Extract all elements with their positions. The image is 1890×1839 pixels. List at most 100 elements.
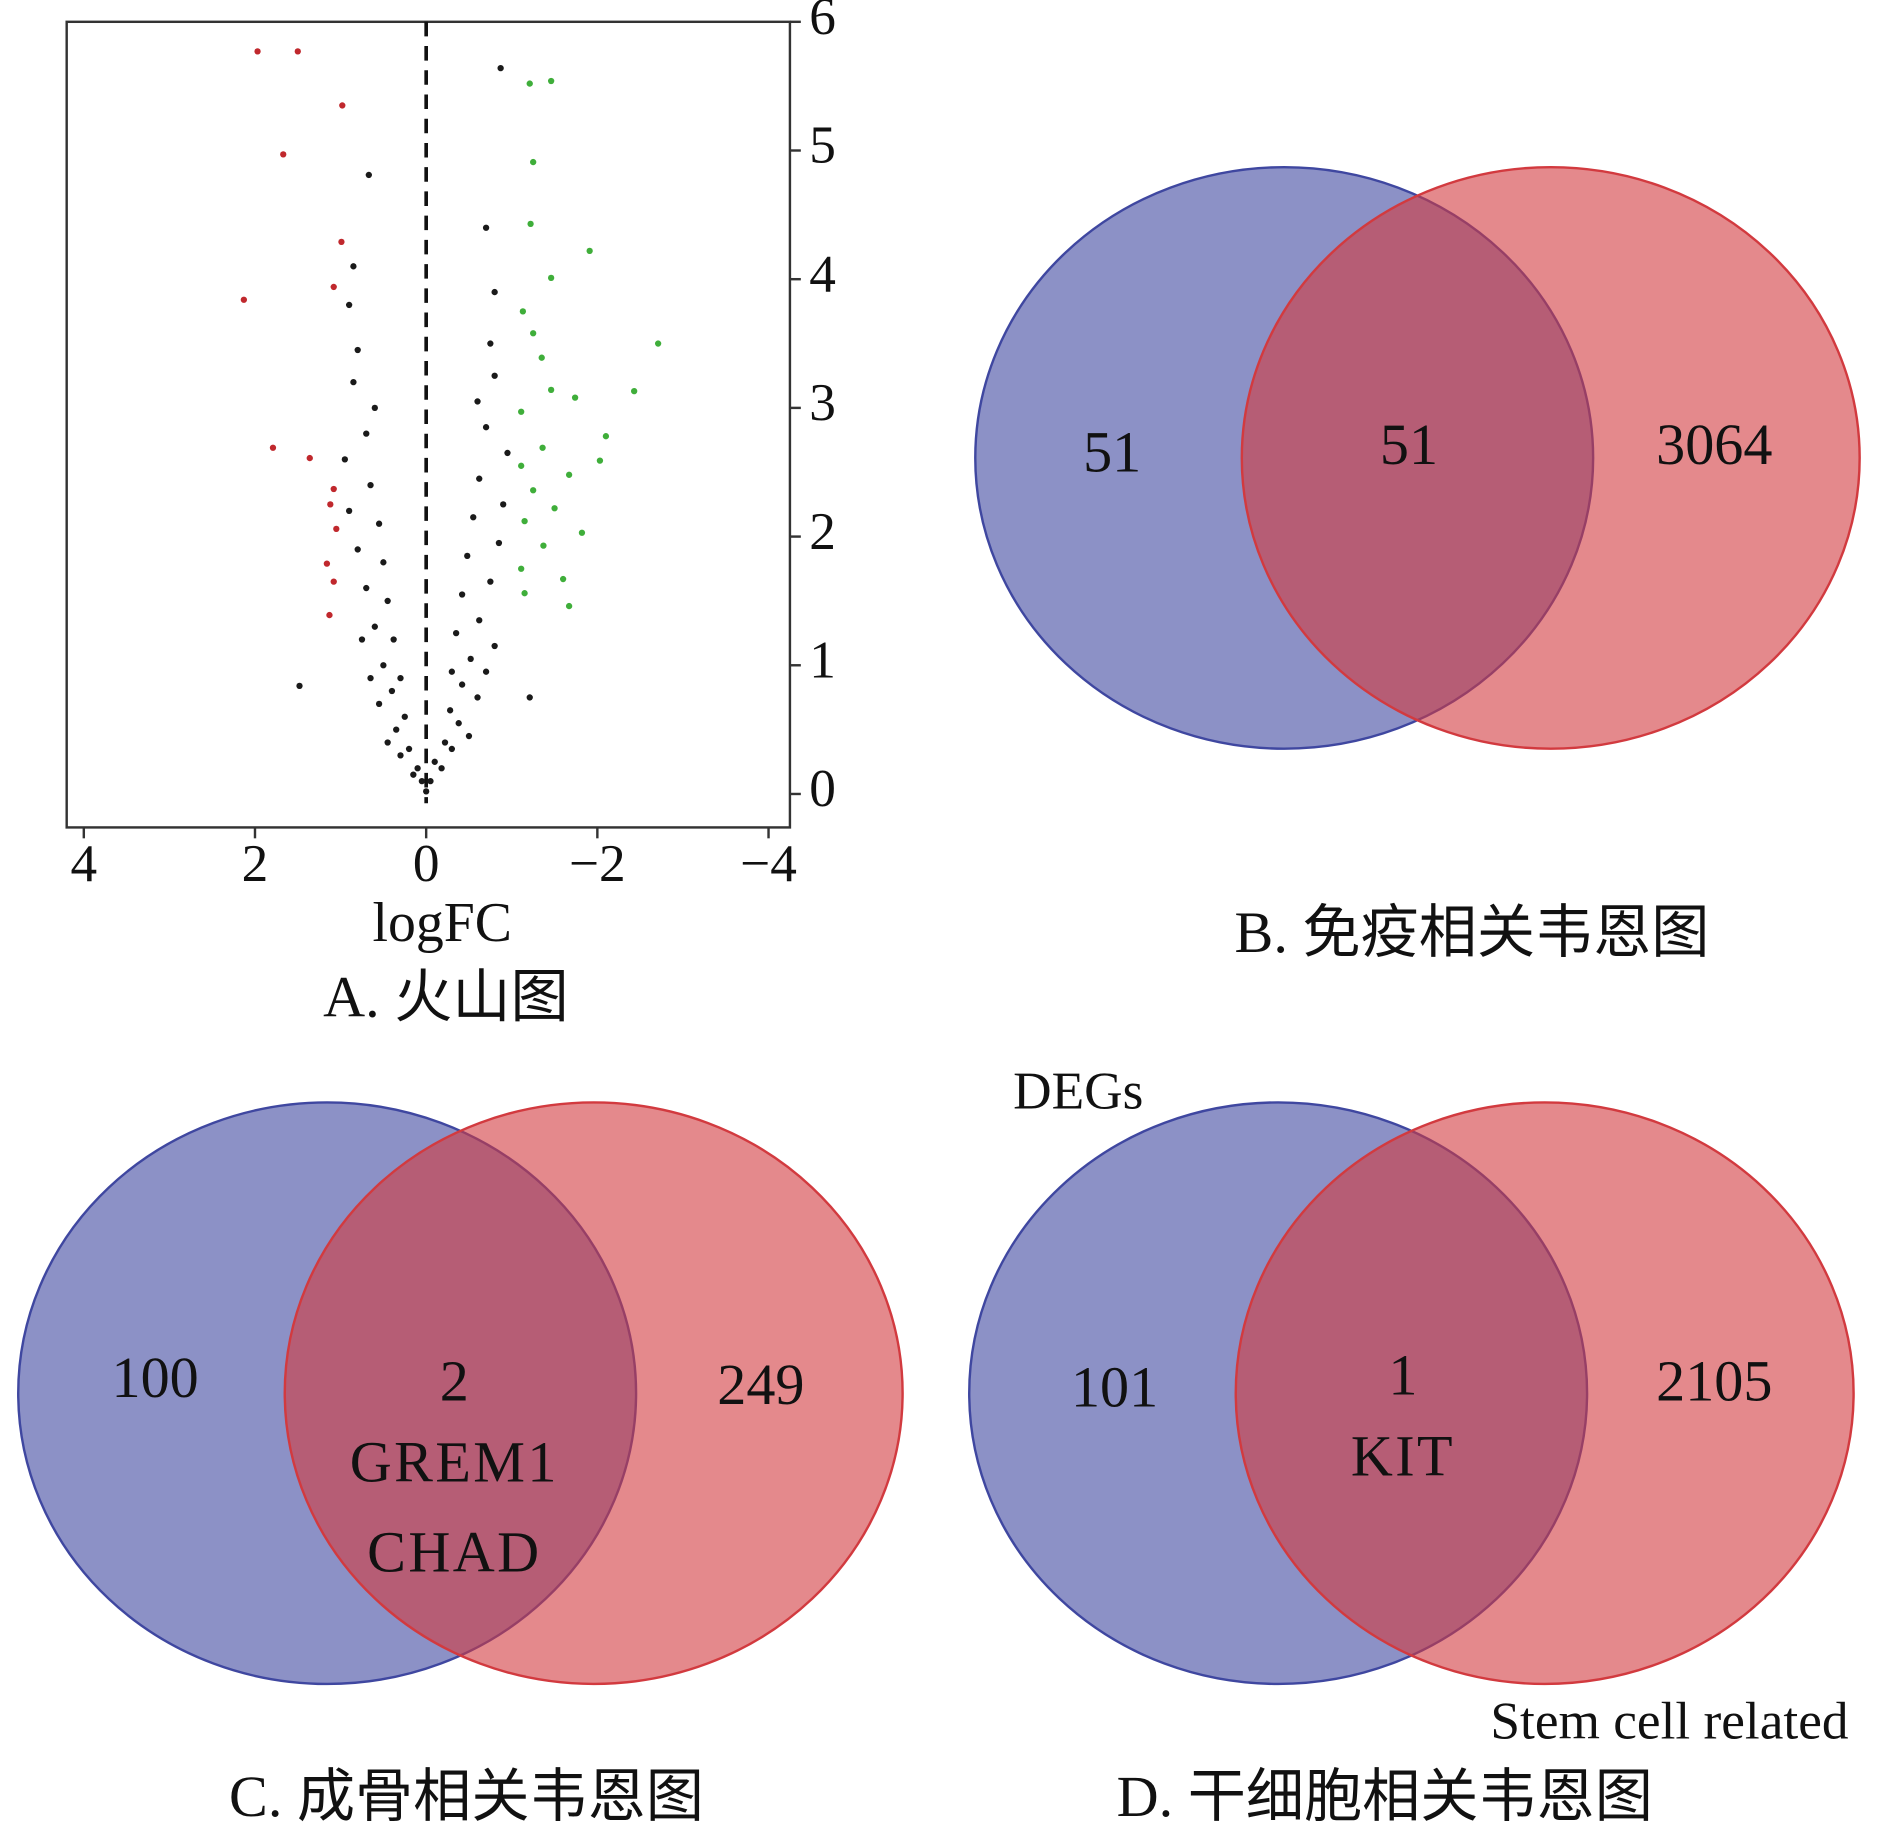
point — [375, 700, 383, 708]
y-tick-label: 1 — [809, 631, 836, 690]
point — [427, 777, 434, 785]
point — [487, 340, 494, 347]
point — [578, 529, 586, 536]
set-label: DEGs — [1013, 1062, 1143, 1121]
point — [464, 552, 471, 560]
region-count: 2 — [440, 1348, 469, 1413]
point — [254, 48, 261, 55]
point — [526, 694, 533, 701]
set-label: Stem cell related — [1490, 1692, 1848, 1751]
x-tick-label: −4 — [740, 834, 797, 893]
point — [431, 758, 438, 765]
region-count: 1 — [1388, 1342, 1417, 1407]
x-tick-label: 4 — [70, 834, 97, 893]
point — [495, 539, 503, 547]
venn-set — [1234, 1101, 1855, 1686]
point — [547, 386, 555, 394]
plot-frame — [65, 20, 792, 829]
point — [365, 171, 372, 179]
point — [363, 584, 370, 592]
point — [380, 559, 387, 566]
point — [354, 346, 361, 354]
point — [397, 752, 404, 759]
point — [586, 247, 593, 255]
point — [367, 674, 374, 682]
point — [547, 77, 555, 85]
point — [410, 771, 417, 778]
point — [565, 471, 573, 478]
point — [401, 713, 408, 720]
point — [423, 788, 430, 795]
point — [504, 449, 511, 457]
point — [294, 48, 301, 55]
point — [521, 590, 528, 597]
venn-set — [1240, 165, 1861, 750]
gene-name: CHAD — [367, 1519, 541, 1584]
point — [414, 765, 421, 772]
point — [474, 398, 481, 405]
point — [345, 507, 353, 514]
point — [467, 655, 474, 662]
point — [482, 668, 490, 675]
point — [240, 296, 248, 303]
point — [280, 151, 287, 158]
point — [551, 505, 558, 512]
gene-name: KIT — [1351, 1424, 1455, 1489]
point — [354, 546, 361, 553]
point — [405, 745, 413, 753]
point — [341, 456, 349, 463]
point — [458, 591, 466, 598]
panel-caption: B. 免疫相关韦恩图 — [1235, 900, 1710, 965]
point — [380, 662, 387, 669]
panel-caption: A. 火山图 — [323, 964, 568, 1029]
point — [363, 430, 370, 437]
point — [367, 481, 374, 489]
point — [418, 777, 426, 785]
point — [521, 517, 528, 525]
point — [333, 525, 340, 533]
point — [565, 602, 573, 610]
point — [526, 80, 533, 87]
point — [482, 224, 490, 231]
point — [527, 220, 534, 228]
region-count: 51 — [1380, 412, 1438, 477]
point — [602, 433, 610, 440]
point — [448, 745, 455, 753]
point — [350, 378, 357, 386]
point — [438, 765, 445, 772]
point — [384, 739, 391, 746]
point — [455, 720, 462, 727]
point — [330, 283, 337, 291]
point — [375, 520, 383, 527]
point — [539, 444, 546, 451]
x-axis-label: logFC — [373, 892, 512, 954]
point — [448, 668, 455, 675]
point — [397, 674, 404, 682]
point — [518, 462, 525, 469]
region-count: 3064 — [1656, 412, 1772, 477]
panel-caption: C. 成骨相关韦恩图 — [229, 1764, 704, 1829]
point — [465, 732, 473, 740]
point — [476, 617, 483, 624]
x-tick-label: 0 — [413, 834, 440, 893]
point — [390, 636, 397, 643]
point — [491, 642, 498, 650]
y-tick-label: 3 — [809, 373, 836, 432]
point — [458, 681, 466, 688]
point — [446, 707, 454, 714]
point — [339, 102, 346, 109]
gene-name: GREM1 — [350, 1430, 559, 1495]
point — [482, 424, 490, 431]
point — [330, 485, 337, 493]
point — [518, 565, 525, 572]
point — [491, 372, 498, 379]
region-count: 51 — [1083, 419, 1141, 484]
point — [452, 629, 460, 637]
point — [326, 611, 333, 619]
point — [371, 404, 378, 412]
point — [350, 263, 357, 270]
point — [345, 301, 353, 309]
point — [384, 597, 391, 605]
point — [491, 288, 498, 296]
point — [596, 457, 604, 464]
